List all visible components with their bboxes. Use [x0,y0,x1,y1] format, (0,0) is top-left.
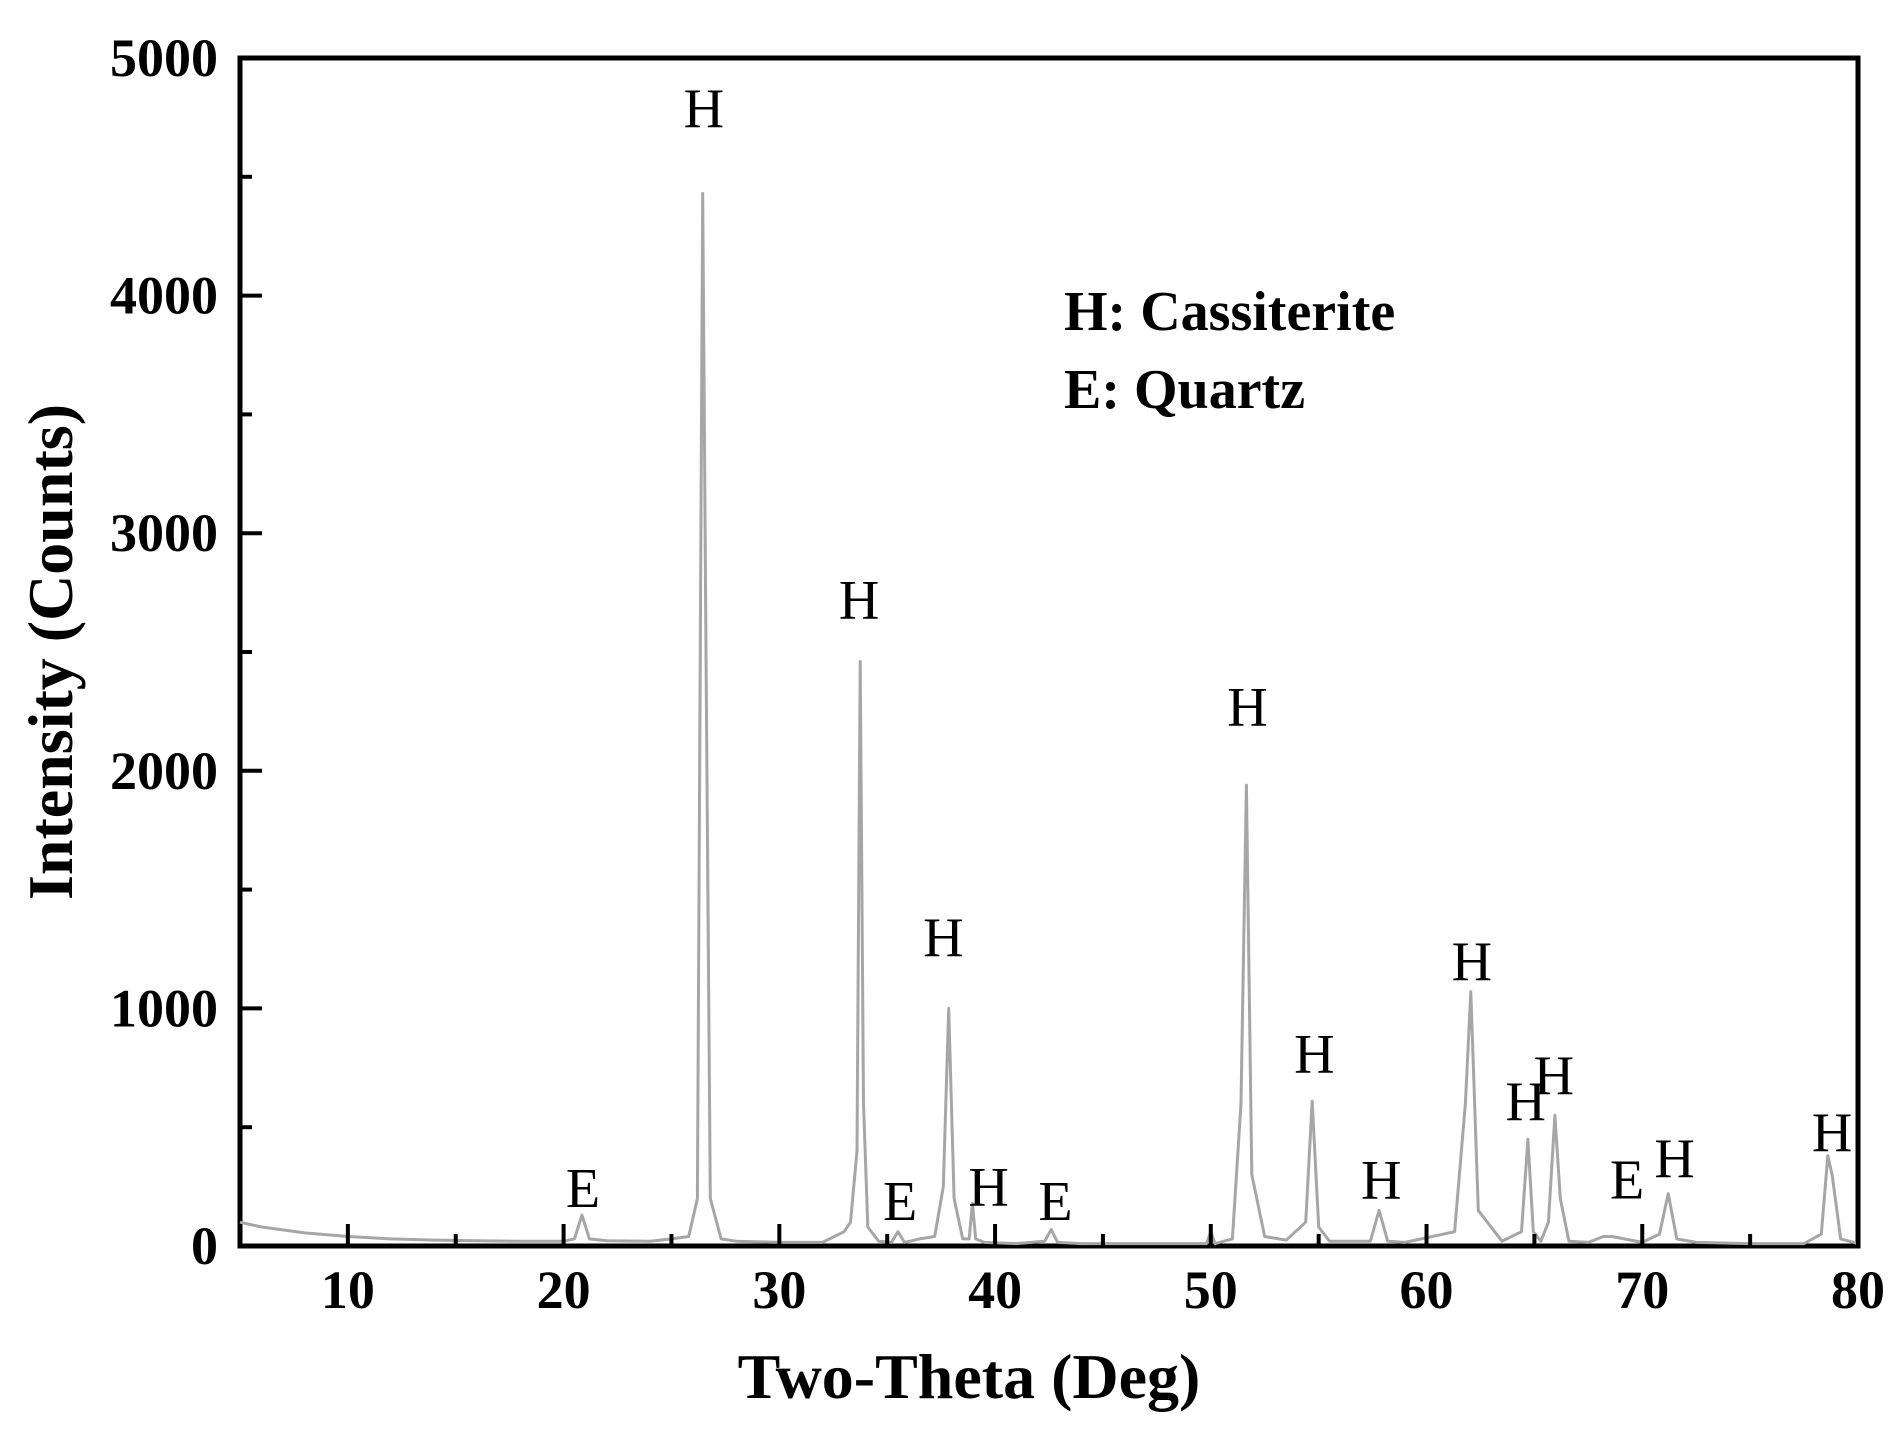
y-tick-label-4000: 4000 [110,266,218,326]
xrd-pattern-line [239,191,1859,1246]
peak-label-13: E [1610,1149,1644,1211]
y-tick-label-1000: 1000 [110,978,218,1038]
peak-label-1: H [684,78,724,140]
x-tick-label-20: 20 [537,1260,591,1320]
y-tick-label-2000: 2000 [110,741,218,801]
peak-label-3: E [883,1171,917,1233]
y-axis-title: Intensity (Counts) [15,404,86,900]
y-tick-label-3000: 3000 [110,503,218,563]
x-tick-label-30: 30 [752,1260,806,1320]
peak-label-8: H [1294,1024,1334,1086]
y-tick-label-0: 0 [191,1216,218,1276]
peak-label-0: E [566,1158,600,1220]
x-tick-label-50: 50 [1184,1260,1238,1320]
peak-label-10: H [1452,931,1492,993]
x-tick-label-10: 10 [321,1260,375,1320]
peak-label-7: H [1227,677,1267,739]
x-tick-label-80: 80 [1831,1260,1885,1320]
x-axis-title: Two-Theta (Deg) [738,1341,1201,1412]
peak-label-15: H [1812,1102,1852,1164]
peak-label-11: H [1506,1071,1546,1133]
y-tick-label-5000: 5000 [110,28,218,88]
x-tick-label-40: 40 [968,1260,1022,1320]
peak-label-5: H [968,1157,1008,1219]
peak-label-2: H [839,570,879,632]
peak-label-12: H [1534,1045,1574,1107]
peak-label-14: H [1654,1128,1694,1190]
peak-label-6: E [1038,1171,1072,1233]
x-tick-label-60: 60 [1400,1260,1454,1320]
peak-label-9: H [1361,1149,1401,1211]
plot-frame [237,55,1861,1249]
peak-label-4: H [923,907,963,969]
axis-ticks: 10 20 30 40 50 60 70 80 0 1000 2000 3000 4000 5000 [110,28,1885,1320]
legend: H: Cassiterite E: Quartz [1064,281,1395,421]
x-tick-label-70: 70 [1615,1260,1669,1320]
legend-entry-quartz: E: Quartz [1064,359,1305,421]
legend-entry-cassiterite: H: Cassiterite [1064,281,1395,343]
